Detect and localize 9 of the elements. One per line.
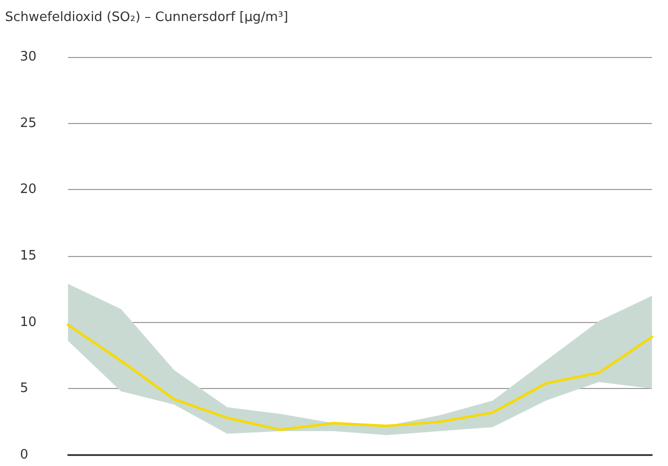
y-tick-label: 30 bbox=[20, 50, 37, 64]
y-tick-label: 15 bbox=[20, 248, 37, 264]
y-tick-label: 25 bbox=[20, 116, 37, 131]
y-tick-label: 20 bbox=[20, 182, 37, 198]
chart-title: Schwefeldioxid (SO₂) – Cunnersdorf [µg/m³] bbox=[5, 10, 288, 25]
y-tick-label: 5 bbox=[20, 381, 28, 396]
y-tick-label: 10 bbox=[20, 314, 37, 330]
line-series bbox=[66, 324, 654, 432]
y-tick-label: 0 bbox=[20, 448, 28, 462]
